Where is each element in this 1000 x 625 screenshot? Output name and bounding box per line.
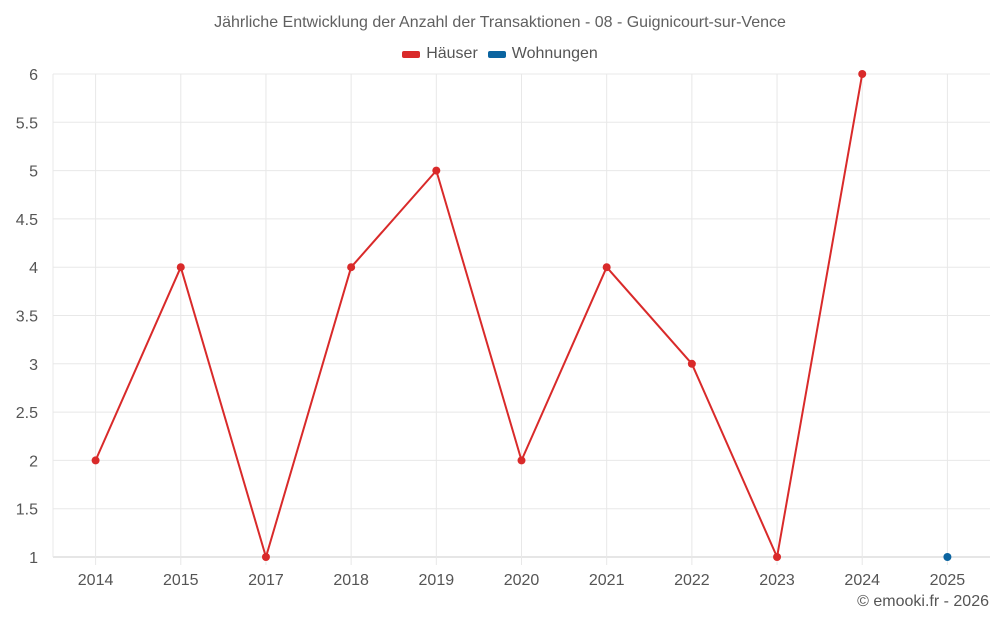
y-tick-label: 1.5 xyxy=(16,502,38,519)
y-tick-label: 4.5 xyxy=(16,212,38,229)
chart-title: Jährliche Entwicklung der Anzahl der Tra… xyxy=(214,14,786,31)
x-tick-label: 2017 xyxy=(248,572,284,589)
x-tick-label: 2014 xyxy=(78,572,114,589)
data-point[interactable] xyxy=(432,166,441,175)
x-tick-label: 2025 xyxy=(930,572,966,589)
x-tick-label: 2023 xyxy=(759,572,795,589)
legend-swatch-haeuser xyxy=(402,50,421,58)
legend-swatch-wohnungen xyxy=(487,50,506,58)
data-point[interactable] xyxy=(773,553,782,561)
data-point[interactable] xyxy=(602,263,611,272)
data-point[interactable] xyxy=(858,70,867,78)
x-tick-label: 2018 xyxy=(333,572,369,589)
y-tick-label: 2 xyxy=(29,453,38,470)
data-point[interactable] xyxy=(176,263,185,272)
data-point[interactable] xyxy=(517,456,526,465)
legend: Häuser Wohnungen xyxy=(0,45,1000,63)
series-line-0 xyxy=(94,73,864,558)
data-point[interactable] xyxy=(261,553,270,561)
x-tick-label: 2020 xyxy=(504,572,540,589)
data-point[interactable] xyxy=(943,553,952,561)
x-tick-label: 2015 xyxy=(163,572,199,589)
y-tick-label: 6 xyxy=(29,67,38,84)
y-tick-label: 2.5 xyxy=(16,405,38,422)
legend-item-wohnungen[interactable]: Wohnungen xyxy=(487,45,598,63)
legend-label-haeuser: Häuser xyxy=(426,45,478,62)
y-tick-label: 4 xyxy=(29,260,38,277)
y-tick-label: 3.5 xyxy=(16,309,38,326)
y-tick-label: 3 xyxy=(29,357,38,374)
x-tick-label: 2024 xyxy=(844,572,880,589)
legend-item-haeuser[interactable]: Häuser xyxy=(402,45,478,63)
credit-text: © emooki.fr - 2026 xyxy=(857,593,989,610)
data-point[interactable] xyxy=(687,359,696,368)
legend-label-wohnungen: Wohnungen xyxy=(511,45,598,62)
x-tick-label: 2021 xyxy=(589,572,625,589)
x-tick-label: 2019 xyxy=(419,572,455,589)
data-point[interactable] xyxy=(91,456,100,465)
y-tick-label: 5.5 xyxy=(16,115,38,132)
y-tick-label: 5 xyxy=(29,164,38,181)
data-point[interactable] xyxy=(347,263,356,272)
x-tick-label: 2022 xyxy=(674,572,710,589)
y-tick-label: 1 xyxy=(29,550,38,567)
